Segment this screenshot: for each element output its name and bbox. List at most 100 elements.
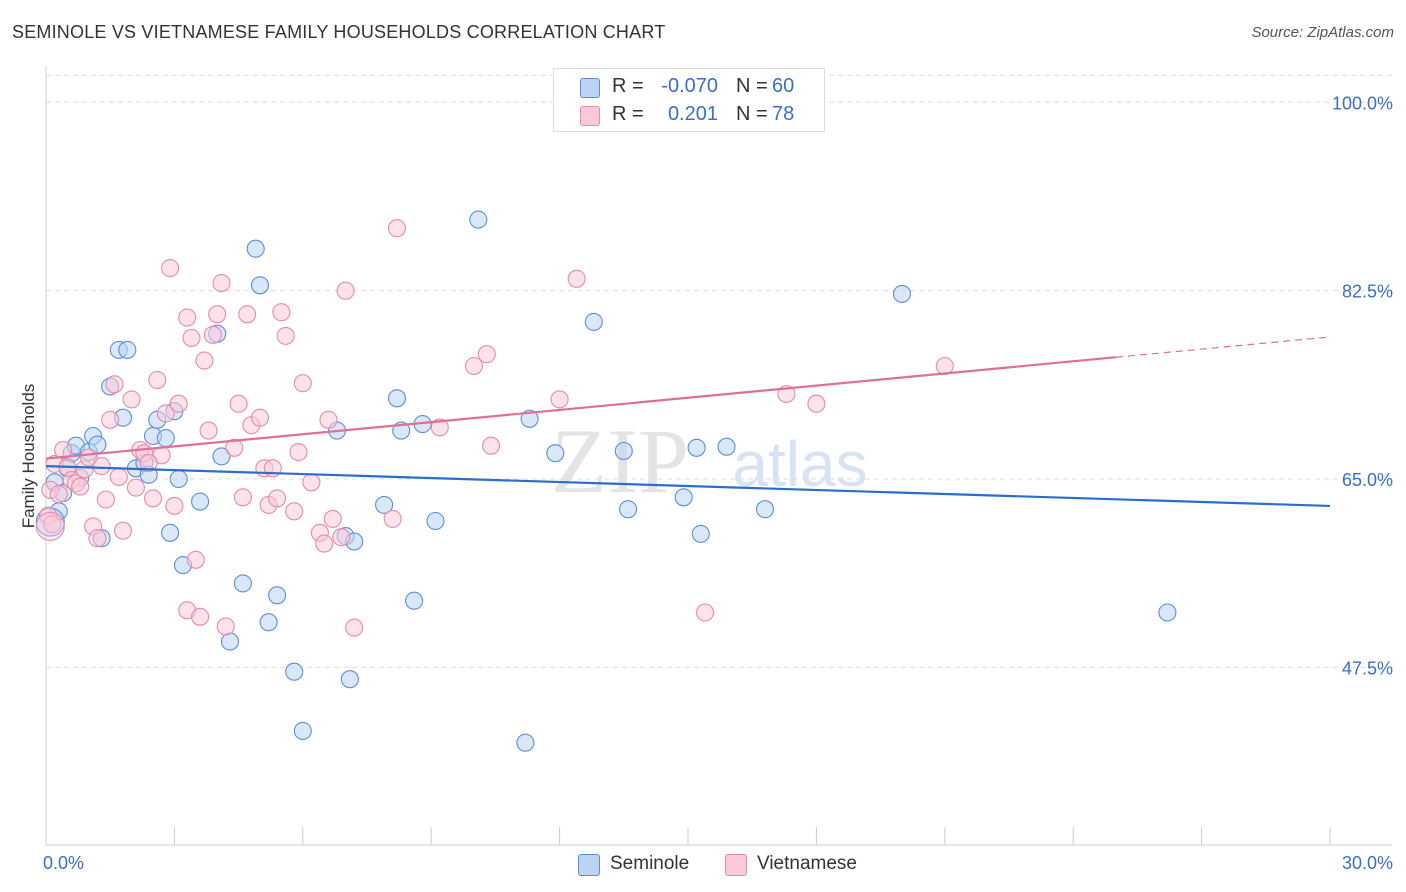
point-vietnamese[interactable] [49, 485, 68, 504]
point-vietnamese[interactable] [315, 534, 334, 553]
point-seminole[interactable] [755, 500, 775, 519]
source-label: Source: ZipAtlas.com [1251, 24, 1394, 41]
point-vietnamese[interactable] [186, 550, 205, 569]
point-vietnamese[interactable] [109, 467, 128, 486]
point-vietnamese[interactable] [276, 326, 295, 345]
point-seminole[interactable] [717, 437, 736, 456]
point-seminole[interactable] [340, 670, 359, 689]
point-seminole[interactable] [405, 591, 424, 610]
point-seminole[interactable] [246, 239, 265, 258]
point-seminole[interactable] [259, 613, 278, 632]
point-vietnamese[interactable] [383, 509, 402, 528]
point-vietnamese[interactable] [293, 374, 312, 393]
point-seminole[interactable] [191, 492, 210, 511]
chart-title: SEMINOLE VS VIETNAMESE FAMILY HOUSEHOLDS… [12, 22, 666, 42]
point-vietnamese[interactable] [169, 394, 188, 413]
point-seminole[interactable] [212, 447, 231, 466]
point-vietnamese[interactable] [387, 219, 407, 238]
point-seminole[interactable] [268, 586, 287, 605]
point-vietnamese[interactable] [161, 259, 180, 278]
point-vietnamese[interactable] [212, 274, 231, 293]
point-vietnamese[interactable] [332, 528, 351, 547]
point-vietnamese[interactable] [272, 303, 291, 322]
point-seminole[interactable] [293, 721, 312, 740]
point-vietnamese[interactable] [464, 356, 484, 376]
point-vietnamese[interactable] [229, 394, 248, 413]
point-vietnamese[interactable] [250, 408, 270, 427]
point-vietnamese[interactable] [323, 509, 342, 528]
point-vietnamese[interactable] [208, 305, 227, 324]
point-vietnamese[interactable] [143, 489, 163, 508]
point-seminole[interactable] [387, 389, 407, 408]
point-seminole[interactable] [426, 511, 445, 531]
point-vietnamese[interactable] [477, 345, 496, 364]
point-vietnamese[interactable] [148, 370, 167, 390]
point-vietnamese[interactable] [199, 421, 218, 440]
n-value: 60 [772, 75, 795, 97]
point-vietnamese[interactable] [126, 478, 145, 497]
point-vietnamese[interactable] [54, 440, 73, 460]
point-vietnamese[interactable] [696, 603, 715, 622]
point-seminole[interactable] [118, 340, 137, 359]
point-vietnamese[interactable] [285, 502, 304, 521]
point-vietnamese[interactable] [122, 390, 141, 409]
watermark-zip: ZIP [551, 410, 689, 512]
point-vietnamese[interactable] [345, 618, 364, 637]
point-seminole[interactable] [469, 210, 488, 229]
point-vietnamese[interactable] [225, 438, 244, 457]
point-vietnamese[interactable] [156, 404, 175, 423]
point-vietnamese[interactable] [336, 281, 355, 300]
point-seminole[interactable] [220, 632, 240, 651]
point-vietnamese-large [35, 511, 65, 541]
point-seminole[interactable] [375, 495, 394, 514]
point-vietnamese[interactable] [43, 515, 62, 534]
point-vietnamese[interactable] [807, 394, 826, 413]
y-tick-label: 82.5% [1342, 282, 1393, 302]
point-seminole[interactable] [691, 524, 710, 543]
point-vietnamese[interactable] [71, 477, 90, 496]
point-vietnamese[interactable] [289, 443, 308, 462]
point-seminole[interactable] [619, 500, 638, 519]
point-seminole[interactable] [516, 733, 535, 752]
point-vietnamese[interactable] [268, 489, 287, 508]
point-vietnamese[interactable] [139, 453, 158, 472]
point-vietnamese[interactable] [550, 390, 569, 409]
point-vietnamese[interactable] [216, 617, 235, 636]
point-vietnamese[interactable] [105, 375, 124, 394]
point-seminole[interactable] [285, 662, 304, 681]
point-seminole[interactable] [674, 488, 693, 507]
point-vietnamese[interactable] [302, 473, 321, 492]
point-seminole[interactable] [161, 523, 180, 542]
point-vietnamese[interactable] [482, 436, 501, 455]
point-seminole[interactable] [892, 284, 912, 303]
point-seminole[interactable] [546, 444, 565, 463]
point-seminole[interactable] [156, 429, 175, 448]
point-vietnamese[interactable] [101, 410, 120, 429]
point-vietnamese[interactable] [233, 488, 252, 507]
series-vietnamese [35, 219, 954, 637]
point-vietnamese[interactable] [203, 325, 222, 344]
point-seminole[interactable] [169, 469, 188, 489]
point-vietnamese[interactable] [182, 328, 201, 348]
point-vietnamese[interactable] [88, 529, 107, 548]
point-seminole[interactable] [687, 438, 706, 457]
point-seminole[interactable] [520, 409, 539, 428]
point-seminole[interactable] [614, 441, 633, 461]
point-vietnamese[interactable] [96, 490, 115, 509]
point-vietnamese[interactable] [238, 305, 257, 324]
point-vietnamese[interactable] [113, 521, 133, 540]
point-vietnamese[interactable] [92, 457, 111, 476]
seminole-swatch [580, 78, 600, 98]
point-seminole[interactable] [1158, 603, 1177, 622]
point-vietnamese[interactable] [567, 269, 586, 288]
point-seminole[interactable] [250, 276, 270, 295]
point-seminole[interactable] [584, 312, 603, 331]
point-seminole[interactable] [233, 574, 252, 593]
point-vietnamese[interactable] [191, 607, 210, 626]
point-vietnamese[interactable] [178, 308, 197, 327]
point-vietnamese[interactable] [195, 351, 214, 370]
point-vietnamese[interactable] [430, 418, 449, 437]
point-vietnamese[interactable] [165, 496, 184, 515]
point-vietnamese[interactable] [319, 410, 338, 429]
